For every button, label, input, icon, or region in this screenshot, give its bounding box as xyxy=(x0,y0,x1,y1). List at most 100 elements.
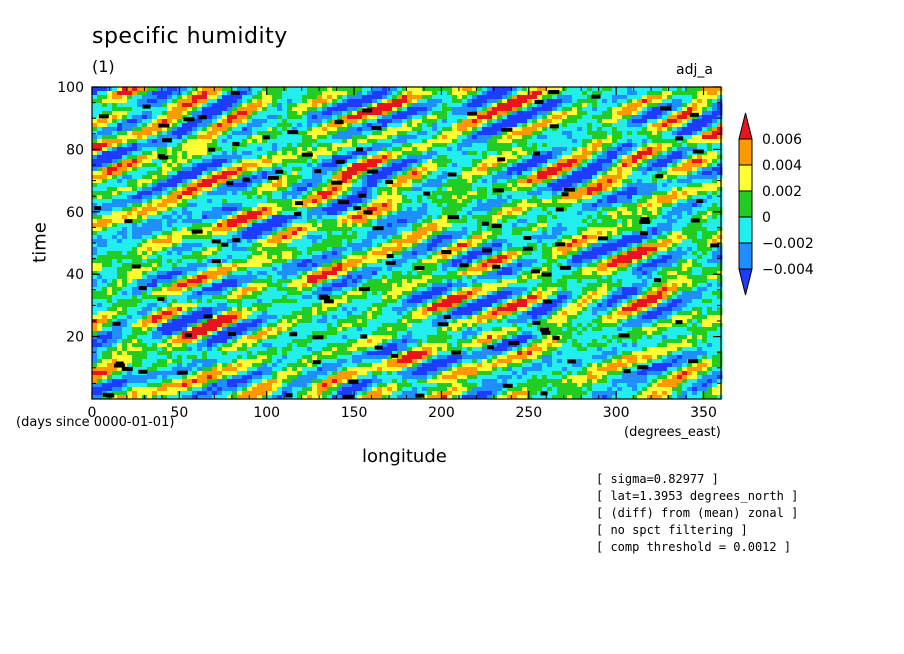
threshold-marker xyxy=(591,94,601,99)
threshold-marker xyxy=(358,193,367,198)
threshold-marker xyxy=(360,334,368,339)
threshold-marker xyxy=(287,130,299,135)
threshold-marker xyxy=(232,238,241,243)
threshold-marker xyxy=(157,296,165,301)
y-tick-label: 20 xyxy=(66,330,84,346)
colorbar-segment xyxy=(738,138,753,166)
colorbar-segment xyxy=(738,190,753,218)
threshold-marker xyxy=(323,299,334,304)
threshold-marker xyxy=(543,299,553,304)
threshold-marker xyxy=(391,353,399,358)
threshold-marker xyxy=(487,345,495,350)
threshold-marker xyxy=(318,294,328,299)
y-tick-label: 100 xyxy=(57,80,84,96)
threshold-marker xyxy=(710,243,720,248)
threshold-marker xyxy=(491,224,502,229)
threshold-marker xyxy=(660,106,672,111)
colorbar: 0.006 0.004 0.002 0 −0.002 −0.004 xyxy=(738,112,814,296)
threshold-marker xyxy=(293,212,301,217)
threshold-marker xyxy=(447,172,457,177)
threshold-marker xyxy=(501,127,513,132)
threshold-marker xyxy=(675,136,684,141)
threshold-marker xyxy=(371,126,382,131)
threshold-marker xyxy=(640,231,649,236)
threshold-marker xyxy=(102,392,113,397)
threshold-marker xyxy=(142,104,151,109)
threshold-marker xyxy=(561,192,569,197)
chart-title: specific humidity xyxy=(92,24,288,49)
colorbar-extend-top xyxy=(738,112,753,140)
threshold-marker xyxy=(552,335,560,340)
threshold-marker xyxy=(555,242,566,247)
threshold-marker xyxy=(262,135,270,140)
threshold-marker xyxy=(331,180,343,185)
colorbar-extend-bottom xyxy=(738,268,753,296)
threshold-marker xyxy=(690,218,700,223)
threshold-marker xyxy=(183,117,195,122)
threshold-marker xyxy=(637,365,649,370)
threshold-marker xyxy=(414,266,425,271)
colorbar-label: −0.002 xyxy=(762,236,814,252)
threshold-marker xyxy=(532,151,540,156)
threshold-marker xyxy=(493,188,505,193)
threshold-marker xyxy=(362,108,373,113)
threshold-marker xyxy=(335,159,345,164)
x-tick-label: 0 xyxy=(88,405,97,421)
colorbar-label: −0.004 xyxy=(762,262,814,278)
threshold-marker xyxy=(358,287,370,292)
threshold-marker xyxy=(386,253,394,258)
threshold-marker xyxy=(508,341,520,346)
threshold-marker xyxy=(372,226,384,231)
threshold-marker xyxy=(353,206,362,211)
threshold-marker xyxy=(184,333,192,338)
threshold-markers xyxy=(94,89,720,399)
threshold-marker xyxy=(523,235,532,240)
colorbar-label: 0.002 xyxy=(762,184,802,200)
threshold-marker xyxy=(653,278,661,283)
threshold-marker xyxy=(242,177,250,182)
threshold-marker xyxy=(203,314,213,319)
y-axis-label: time xyxy=(29,222,51,263)
y-tick-label: 60 xyxy=(66,205,84,221)
threshold-marker xyxy=(437,322,449,327)
threshold-marker xyxy=(443,314,451,319)
threshold-marker xyxy=(492,264,501,269)
threshold-marker xyxy=(692,149,704,154)
threshold-marker xyxy=(115,361,124,366)
threshold-marker xyxy=(655,174,664,179)
heatmap-field xyxy=(92,87,723,400)
x-tick-label: 200 xyxy=(428,405,455,421)
threshold-marker xyxy=(530,269,540,274)
threshold-marker xyxy=(555,207,564,212)
threshold-marker xyxy=(158,154,166,159)
threshold-marker xyxy=(314,169,322,174)
threshold-marker xyxy=(522,246,533,251)
threshold-marker xyxy=(385,180,394,185)
threshold-marker xyxy=(441,250,452,255)
x-tick-label: 50 xyxy=(170,405,188,421)
threshold-marker xyxy=(338,200,350,205)
x-tick-label: 250 xyxy=(515,405,542,421)
threshold-marker xyxy=(548,89,560,94)
threshold-marker xyxy=(158,123,170,128)
threshold-marker xyxy=(451,350,462,355)
threshold-marker xyxy=(138,369,148,374)
note-filtering: [ no spct filtering ] xyxy=(596,523,748,537)
threshold-marker xyxy=(312,335,324,340)
threshold-marker xyxy=(385,260,396,265)
threshold-marker xyxy=(540,391,548,396)
threshold-marker xyxy=(289,332,298,337)
colorbar-segment xyxy=(738,242,753,270)
threshold-marker xyxy=(559,265,571,270)
threshold-marker xyxy=(112,321,121,326)
x-axis-units: (degrees_east) xyxy=(624,425,721,440)
threshold-marker xyxy=(342,394,354,399)
threshold-marker xyxy=(285,393,293,398)
threshold-marker xyxy=(114,363,126,368)
threshold-marker xyxy=(208,147,216,152)
threshold-marker xyxy=(467,111,478,116)
threshold-marker xyxy=(423,191,431,196)
threshold-marker xyxy=(230,90,240,95)
x-tick-label: 350 xyxy=(690,405,717,421)
colorbar-label: 0 xyxy=(762,210,771,226)
